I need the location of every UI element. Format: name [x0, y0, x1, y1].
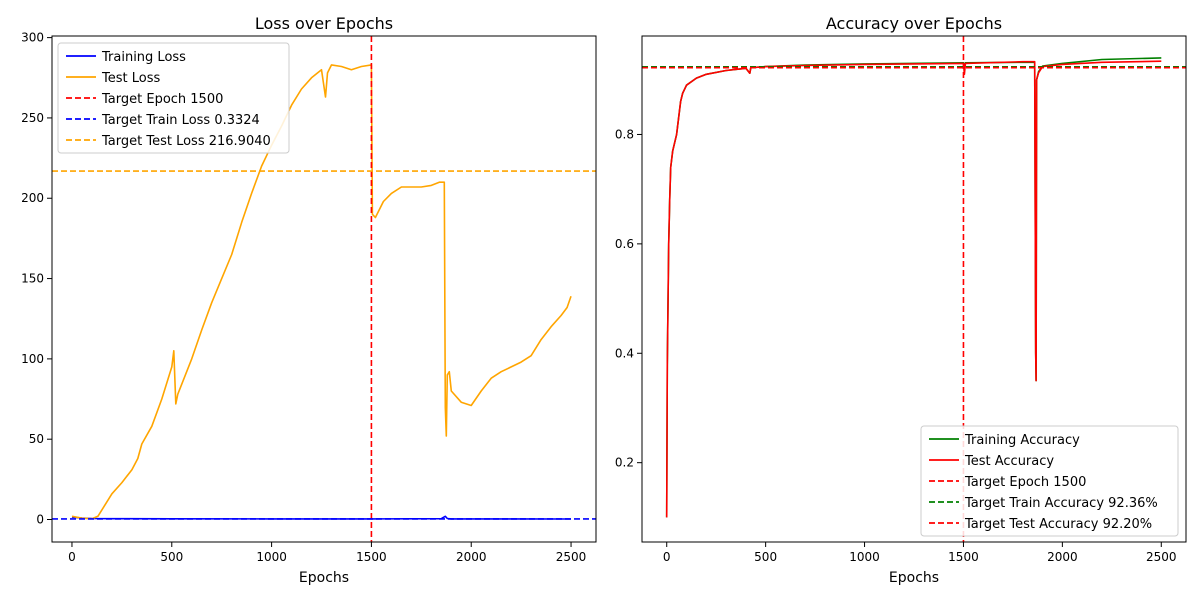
- accuracy-x-tick-label: 1000: [849, 550, 880, 564]
- loss-y-tick-label: 300: [21, 31, 44, 45]
- accuracy-series-test-accuracy: [665, 60, 1162, 518]
- loss-legend-label: Target Epoch 1500: [101, 92, 223, 107]
- accuracy-y-tick-label: 0.2: [615, 456, 634, 470]
- loss-x-tick-label: 1500: [356, 550, 387, 564]
- loss-x-tick-label: 500: [160, 550, 183, 564]
- loss-legend-label: Target Test Loss 216.9040: [101, 134, 271, 149]
- accuracy-legend-label: Test Accuracy: [964, 454, 1054, 469]
- loss-legend-label: Test Loss: [101, 71, 160, 86]
- accuracy-chart-title: Accuracy over Epochs: [826, 14, 1002, 33]
- loss-legend-label: Target Train Loss 0.3324: [101, 113, 260, 128]
- accuracy-y-tick-label: 0.6: [615, 237, 634, 251]
- accuracy-x-tick-label: 500: [754, 550, 777, 564]
- accuracy-legend-label: Target Test Accuracy 92.20%: [964, 517, 1152, 532]
- loss-chart-title: Loss over Epochs: [255, 14, 393, 33]
- accuracy-legend-label: Target Epoch 1500: [964, 475, 1086, 490]
- loss-y-tick-label: 0: [36, 513, 44, 527]
- loss-legend-box: [57, 42, 290, 154]
- accuracy-legend-label: Target Train Accuracy 92.36%: [964, 496, 1158, 511]
- accuracy-x-axis-label: Epochs: [889, 570, 939, 586]
- accuracy-reference-lines: [642, 36, 1186, 542]
- accuracy-y-tick-label: 0.8: [615, 127, 634, 141]
- loss-y-tick-label: 200: [21, 191, 44, 205]
- accuracy-x-tick-label: 1500: [948, 550, 979, 564]
- loss-x-tick-label: 1000: [256, 550, 287, 564]
- loss-panel: Loss over Epochs Epochs 0 500 1000 1500 2000…: [21, 14, 597, 586]
- accuracy-legend-box: [920, 425, 1179, 537]
- loss-series-test-loss: [71, 64, 572, 520]
- loss-x-tick-label: 2500: [556, 550, 587, 564]
- accuracy-series-lines: [665, 57, 1162, 518]
- accuracy-x-tick-label: 2500: [1146, 550, 1177, 564]
- loss-axis-ticks: 0 500 1000 1500 2000 2500 0 50 100 150 200 250 300: [21, 31, 586, 564]
- loss-legend: Training Loss Test Loss Target Epoch 1500 T…: [57, 42, 290, 154]
- loss-x-tick-label: 0: [68, 550, 76, 564]
- loss-plot-frame: [51, 35, 597, 543]
- accuracy-axis-ticks: 0 500 1000 1500 2000 2500 0.2 0.4 0.6 0.8: [615, 127, 1177, 564]
- accuracy-x-tick-label: 0: [663, 550, 671, 564]
- loss-x-tick-label: 2000: [456, 550, 487, 564]
- loss-legend-label: Training Loss: [101, 50, 186, 65]
- accuracy-panel: Accuracy over Epochs Epochs 0 500 1000 1500…: [615, 14, 1187, 586]
- accuracy-x-tick-label: 2000: [1047, 550, 1078, 564]
- loss-reference-lines: [52, 36, 596, 542]
- loss-y-tick-label: 100: [21, 352, 44, 366]
- accuracy-legend-label: Training Accuracy: [964, 433, 1080, 448]
- accuracy-plot-frame: [641, 35, 1187, 543]
- accuracy-legend: Training Accuracy Test Accuracy Target Epo…: [920, 425, 1179, 537]
- loss-y-tick-label: 150: [21, 272, 44, 286]
- accuracy-y-tick-label: 0.4: [615, 346, 634, 360]
- loss-x-axis-label: Epochs: [299, 570, 349, 586]
- loss-y-tick-label: 50: [29, 432, 44, 446]
- loss-y-tick-label: 250: [21, 111, 44, 125]
